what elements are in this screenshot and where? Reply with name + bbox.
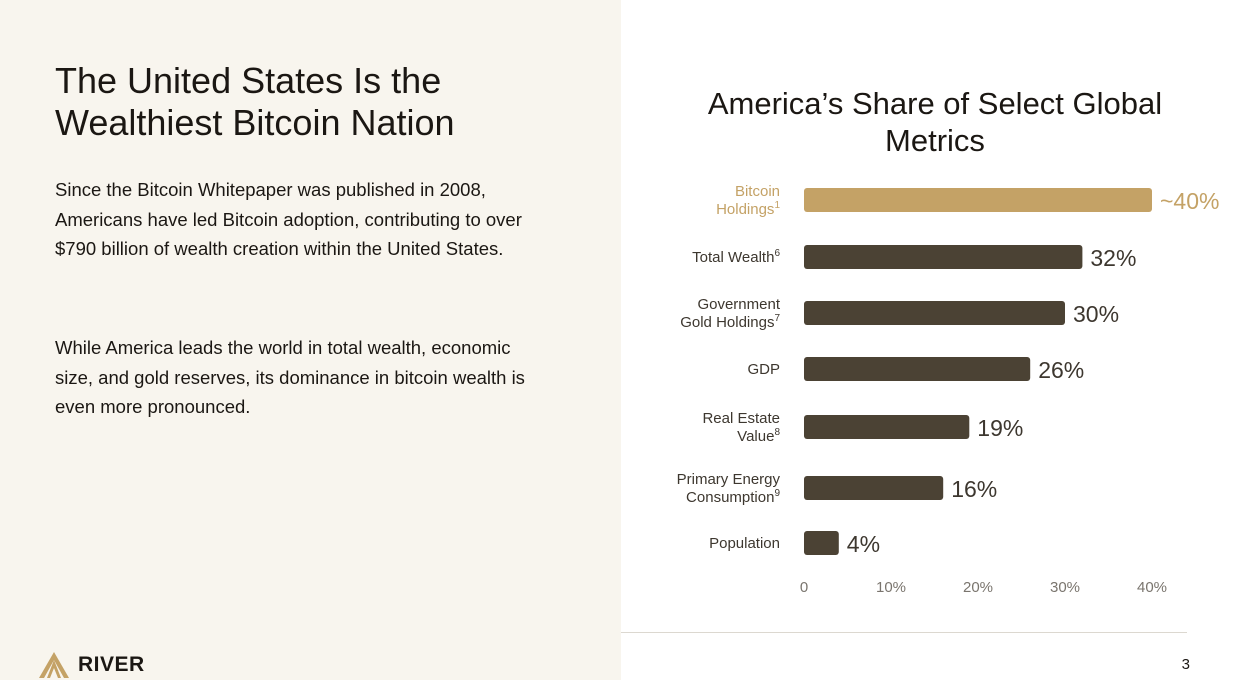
- x-tick-label: 30%: [1050, 579, 1080, 596]
- river-mountain-icon: [38, 651, 70, 679]
- chart-title: America’s Share of Select Global Metrics: [707, 86, 1163, 158]
- bar-value-label: 16%: [951, 476, 997, 502]
- category-label: Real Estate: [702, 410, 780, 427]
- brand-name: RIVER: [78, 653, 145, 676]
- category-label: Government: [697, 296, 780, 313]
- body-paragraph-2: While America leads the world in total w…: [55, 337, 525, 417]
- x-tick-label: 10%: [876, 579, 906, 596]
- x-tick-label: 0: [800, 579, 808, 596]
- bar: [804, 415, 970, 439]
- category-label: Holdings1: [716, 200, 780, 218]
- footer-divider: [621, 632, 1187, 633]
- bar: [804, 301, 1065, 325]
- slide-headline: The United States Is the Wealthiest Bitc…: [55, 60, 455, 143]
- category-label: Gold Holdings7: [680, 313, 780, 331]
- bar-value-label: 32%: [1090, 245, 1136, 271]
- left-panel: [0, 0, 621, 680]
- category-label: Value8: [737, 427, 780, 445]
- category-label: Primary Energy: [677, 471, 781, 488]
- bar: [804, 245, 1083, 269]
- category-label: Total Wealth6: [692, 248, 780, 266]
- bar: [804, 531, 839, 555]
- bar: [804, 357, 1031, 381]
- bar-value-label: 19%: [977, 415, 1023, 441]
- bar: [804, 476, 944, 500]
- category-label: Consumption9: [686, 488, 780, 506]
- x-tick-label: 20%: [963, 579, 993, 596]
- river-logo: RIVER: [38, 650, 145, 680]
- bar-value-label: 30%: [1073, 301, 1119, 327]
- bar-value-label: 4%: [847, 531, 880, 557]
- category-label: Bitcoin: [735, 183, 780, 200]
- category-label: GDP: [747, 361, 780, 378]
- bar: [804, 188, 1152, 212]
- x-tick-label: 40%: [1137, 579, 1167, 596]
- page-number: 3: [1181, 656, 1190, 673]
- bar-value-label: ~40%: [1160, 188, 1219, 214]
- category-label: Population: [709, 535, 780, 552]
- body-paragraph-1: Since the Bitcoin Whitepaper was publish…: [55, 179, 522, 259]
- bar-value-label: 26%: [1038, 357, 1084, 383]
